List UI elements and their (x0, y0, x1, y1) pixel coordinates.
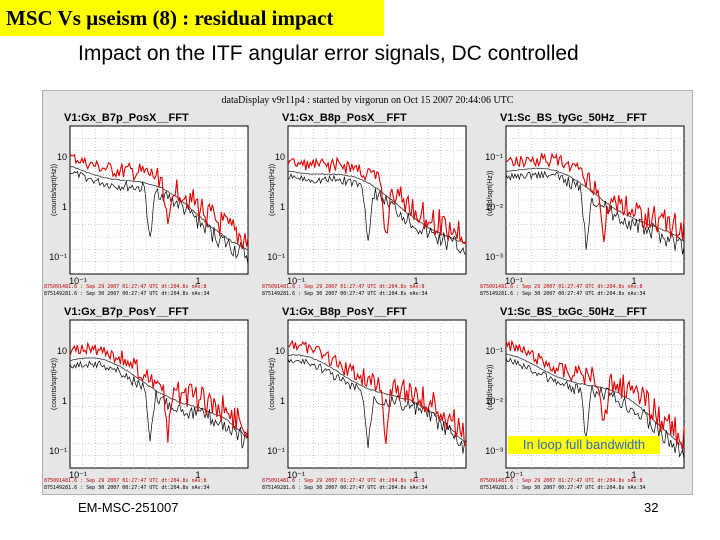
x-tick-label: 1 (195, 276, 200, 286)
fft-plot-4: V1:Gx_B7p_PosY__FFT 10 1 10⁻¹ 10⁻¹ 1 (counts/s… (44, 306, 256, 492)
y-tick-label: 10⁻³ (485, 446, 503, 456)
annotation-label: In loop full bandwidth (508, 436, 660, 454)
y-tick-label: 10⁻¹ (49, 446, 67, 456)
y-axis-label: (urad/sqrt(Hz)) (487, 364, 494, 410)
plot-title: V1:Gx_B7p_PosY__FFT (64, 306, 189, 318)
slide-subtitle: Impact on the ITF angular error signals,… (78, 42, 579, 65)
y-tick-label: 10 (57, 152, 67, 162)
plot-title: V1:Sc_BS_tyGc_50Hz__FFT (500, 112, 647, 124)
plot-canvas: 10 1 10⁻¹ 10⁻¹ 1 (counts/sqrt(Hz)) (267, 319, 467, 480)
x-tick-label: 1 (631, 276, 636, 286)
x-tick-label: 1 (195, 470, 200, 480)
black-trace (69, 170, 249, 265)
red-trace (287, 156, 467, 245)
x-tick-label: 10⁻¹ (505, 470, 523, 480)
y-axis-label: (urad/sqrt(Hz)) (487, 170, 494, 216)
plot-canvas: 10 1 10⁻¹ 10⁻¹ 1 (counts/sqrt(Hz)) (267, 125, 467, 286)
fft-plot-5: V1:Gx_B8p_PosY__FFT 10 1 10⁻¹ 10⁻¹ 1 (counts/s… (262, 306, 474, 492)
black-trace (69, 360, 249, 449)
plot-title: V1:Gx_B8p_PosX__FFT (282, 112, 407, 124)
plot-footnote-black: 875149281.6 : Sep 30 2007 00:27:47 UTC d… (44, 291, 210, 297)
y-tick-label: 10 (275, 152, 285, 162)
reference-trace (69, 357, 249, 439)
reference-trace (505, 353, 685, 447)
plot-title: V1:Gx_B7p_PosX__FFT (64, 112, 189, 124)
plot-canvas: 10⁻¹ 10⁻² 10⁻³ 10⁻¹ 1 (urad/sqrt(Hz)) (485, 125, 685, 286)
slide-title: MSC Vs µseism (8) : residual impact (0, 0, 384, 36)
plot-frame (287, 319, 467, 469)
plot-footnote-red: 875091481.6 : Sep 29 2007 01:27:47 UTC d… (44, 284, 207, 290)
plot-frame (69, 319, 249, 469)
y-tick-label: 1 (280, 396, 285, 406)
plot-footnote-black: 875149281.6 : Sep 30 2007 00:27:47 UTC d… (480, 485, 646, 491)
red-trace (505, 339, 685, 451)
y-tick-label: 10⁻¹ (267, 446, 285, 456)
plot-footnote-black: 875149281.6 : Sep 30 2007 00:27:47 UTC d… (480, 291, 646, 297)
plot-frame (505, 125, 685, 275)
plot-footnote-red: 875091481.6 : Sep 29 2007 01:27:47 UTC d… (262, 478, 425, 484)
red-trace (69, 341, 249, 443)
red-trace (69, 153, 249, 250)
plot-footnote-red: 875091481.6 : Sep 29 2007 01:27:47 UTC d… (480, 478, 643, 484)
reference-trace (287, 354, 467, 444)
fft-plot-3: V1:Sc_BS_tyGc_50Hz__FFT 10⁻¹ 10⁻² 10⁻³ 10⁻¹ 1… (480, 112, 692, 298)
plot-footnote-red: 875091481.6 : Sep 29 2007 01:27:47 UTC d… (44, 478, 207, 484)
y-tick-label: 1 (280, 202, 285, 212)
y-axis-label: (counts/sqrt(Hz)) (269, 358, 276, 410)
plot-footnote-red: 875091481.6 : Sep 29 2007 01:27:47 UTC d… (480, 284, 643, 290)
x-tick-label: 10⁻¹ (287, 470, 305, 480)
y-axis-label: (counts/sqrt(Hz)) (51, 358, 58, 410)
x-tick-label: 10⁻¹ (505, 276, 523, 286)
y-tick-label: 10⁻¹ (485, 346, 503, 356)
y-tick-label: 10⁻² (485, 202, 503, 212)
plot-title: V1:Sc_BS_txGc_50Hz__FFT (500, 306, 647, 318)
reference-trace (506, 167, 685, 243)
black-trace (505, 170, 685, 255)
red-trace (287, 339, 467, 447)
black-trace (287, 173, 467, 255)
y-tick-label: 10⁻³ (485, 252, 503, 262)
fft-plot-6: V1:Sc_BS_txGc_50Hz__FFT 10⁻¹ 10⁻² 10⁻³ 10⁻¹ 1… (480, 306, 692, 492)
plot-canvas: 10 1 10⁻¹ 10⁻¹ 1 (counts/sqrt(Hz)) (49, 125, 249, 286)
page-number: 32 (644, 500, 659, 515)
x-tick-label: 1 (413, 470, 418, 480)
y-tick-label: 10 (275, 346, 285, 356)
y-tick-label: 10⁻¹ (267, 252, 285, 262)
plot-title: V1:Gx_B8p_PosY__FFT (282, 306, 407, 318)
x-tick-label: 1 (413, 276, 418, 286)
y-tick-label: 10 (57, 346, 67, 356)
x-tick-label: 10⁻¹ (69, 470, 87, 480)
y-tick-label: 10⁻² (485, 396, 503, 406)
y-tick-label: 1 (62, 202, 67, 212)
fft-plot-2: V1:Gx_B8p_PosX__FFT 10 1 10⁻¹ 10⁻¹ 1 (counts/s… (262, 112, 474, 298)
plot-footnote-red: 875091481.6 : Sep 29 2007 01:27:47 UTC d… (262, 284, 425, 290)
fft-plot-1: V1:Gx_B7p_PosX__FFT 10 1 10⁻¹ 10⁻¹ 1 (counts/s… (44, 112, 256, 298)
plot-footnote-black: 875149281.6 : Sep 30 2007 00:27:47 UTC d… (262, 291, 428, 297)
x-tick-label: 10⁻¹ (69, 276, 87, 286)
black-trace (505, 357, 685, 460)
plot-frame (69, 125, 249, 275)
plot-footnote-black: 875149281.6 : Sep 30 2007 00:27:47 UTC d… (44, 485, 210, 491)
footer-code: EM-MSC-251007 (78, 500, 179, 515)
plot-footnote-black: 875149281.6 : Sep 30 2007 00:27:47 UTC d… (262, 485, 428, 491)
black-trace (287, 358, 467, 454)
figure-header: dataDisplay v9r11p4 : started by virgoru… (221, 95, 514, 106)
plot-canvas: 10 1 10⁻¹ 10⁻¹ 1 (counts/sqrt(Hz)) (49, 319, 249, 480)
x-tick-label: 10⁻¹ (287, 276, 305, 286)
y-tick-label: 1 (62, 396, 67, 406)
plot-canvas: 10⁻¹ 10⁻² 10⁻³ 10⁻¹ 1 (urad/sqrt(Hz)) (485, 319, 685, 480)
y-axis-label: (counts/sqrt(Hz)) (269, 164, 276, 216)
x-tick-label: 1 (631, 470, 636, 480)
red-trace (505, 152, 685, 243)
y-tick-label: 10⁻¹ (49, 252, 67, 262)
y-axis-label: (counts/sqrt(Hz)) (51, 164, 58, 216)
y-tick-label: 10⁻¹ (485, 152, 503, 162)
